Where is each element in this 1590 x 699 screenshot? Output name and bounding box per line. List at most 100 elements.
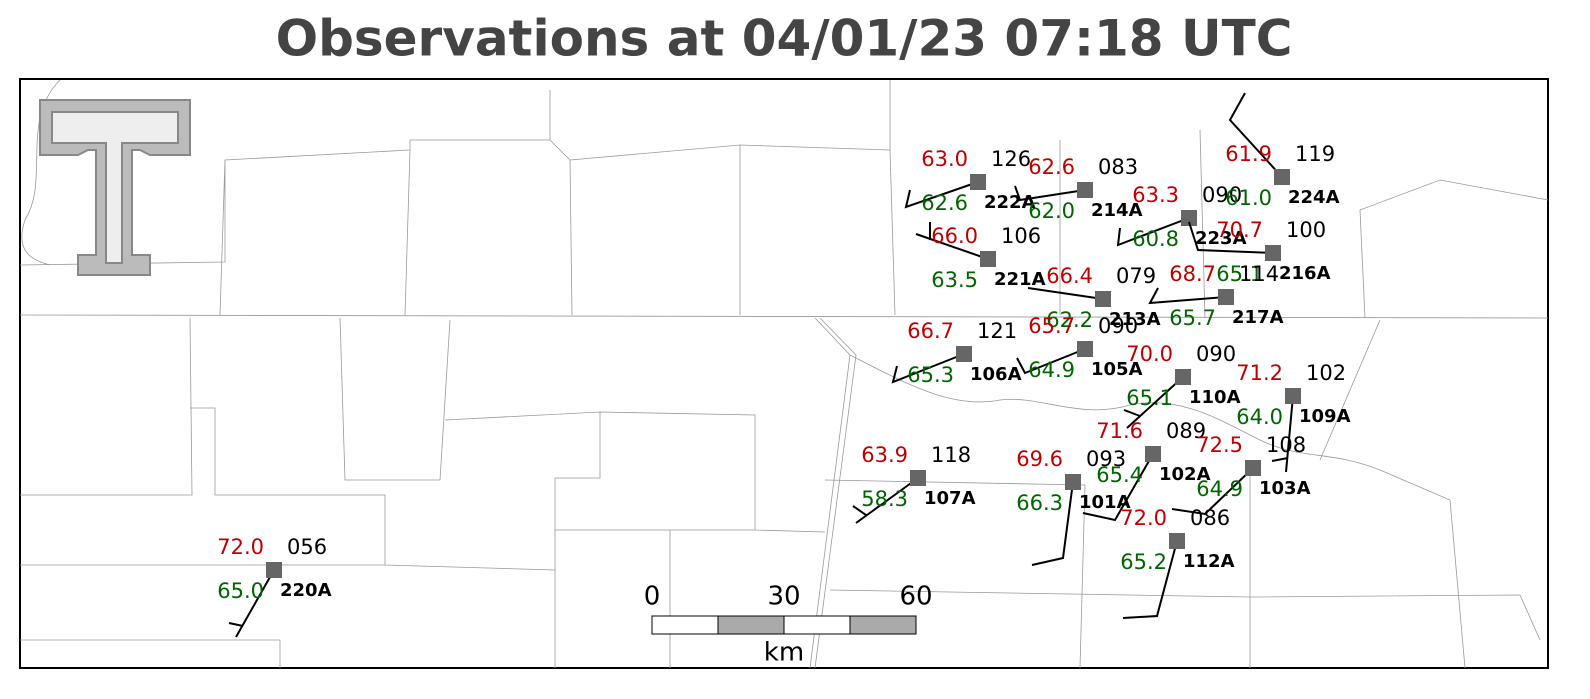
station-plot: 72.0 056 65.0 220A [217,535,332,638]
temperature: 66.4 [1046,264,1093,288]
scale-bar: 0 30 60 km [644,582,933,668]
scale-segment [849,615,917,635]
station-marker [1095,291,1111,307]
scale-label: 30 [767,582,800,612]
wind-barb [1014,185,1086,202]
pressure: 100 [1286,218,1326,242]
county-lines [19,79,1549,669]
temperature: 72.0 [217,535,264,559]
dewpoint: 64.0 [1236,405,1283,429]
station-marker [1175,369,1191,385]
pressure: 093 [1086,447,1126,471]
temperature: 62.6 [1028,155,1075,179]
station-plot: 71.6 089 65.4 102A [1082,419,1211,522]
title: Observations at 04/01/23 07:18 UTC [276,10,1293,68]
temperature: 68.7 [1169,262,1216,286]
dewpoint: 60.8 [1132,227,1179,251]
logo [39,99,191,276]
scale-segment [717,615,785,635]
station-marker [1181,210,1197,226]
temperature: 66.7 [907,319,954,343]
station-plot: 72.5 108 64.9 103A [1171,433,1311,516]
wind-barb [1122,540,1178,619]
station-plot: 63.9 118 58.3 107A [852,443,976,524]
station-id: 221A [994,269,1046,290]
pressure: 118 [931,443,971,467]
station-id: 110A [1189,387,1241,408]
pressure: 119 [1295,142,1335,166]
station-id: 103A [1259,478,1311,499]
station-marker [1065,474,1081,490]
dewpoint: 65.4 [1096,463,1143,487]
scale-label: 0 [644,582,661,612]
dewpoint: 64.9 [1028,358,1075,382]
wind-barb [1171,467,1254,516]
station-id: 216A [1279,263,1331,284]
station-id: 102A [1159,464,1211,485]
wind-barb [1016,348,1086,375]
pressure: 126 [991,147,1031,171]
pressure: 102 [1306,361,1346,385]
station-plot: 70.0 090 65.1 110A [1123,342,1241,429]
temperature: 71.2 [1236,361,1283,385]
dewpoint: 63.5 [931,268,978,292]
pressure: 056 [287,535,327,559]
dewpoint: 64.9 [1196,477,1243,501]
station-id: 112A [1183,551,1235,572]
wind-barb [852,477,919,524]
pressure: 090 [1098,314,1138,338]
dewpoint: 62.0 [1028,199,1075,223]
dewpoint: 65.1 [1216,262,1263,286]
station-id: 222A [984,192,1036,213]
wind-barb [1031,481,1074,566]
dewpoint: 58.3 [861,487,908,511]
pressure: 108 [1266,433,1306,457]
station-plot: 66.4 079 62.2 213A [1027,264,1161,332]
wind-barb [915,222,989,260]
dewpoint: 61.0 [1225,186,1272,210]
wind-barb [1027,287,1104,300]
pressure: 114 [1239,262,1279,286]
dewpoint: 65.7 [1169,306,1216,330]
station-marker [1145,446,1161,462]
wind-barb [1188,221,1274,254]
station-id: 106A [970,364,1022,385]
pressure: 086 [1190,506,1230,530]
dewpoint: 65.0 [217,579,264,603]
station-plot: 72.0 086 65.2 112A [1120,506,1235,619]
wind-barb [228,569,275,638]
dewpoint: 62.6 [921,191,968,215]
temperature: 63.9 [861,443,908,467]
station-id: 105A [1091,359,1143,380]
temperature: 63.0 [921,147,968,171]
station-marker [980,251,996,267]
station-marker [1285,388,1301,404]
scale-segment [783,615,851,635]
wind-barb [1148,287,1227,305]
station-id: 214A [1091,200,1143,221]
pressure: 121 [977,319,1017,343]
station-marker [266,562,282,578]
pressure: 106 [1001,224,1041,248]
scale-label: 60 [899,582,932,612]
station-plot: 65.7 090 64.9 105A [1016,314,1143,382]
pressure: 079 [1116,264,1156,288]
wind-barb [1082,453,1154,522]
station-marker [970,174,986,190]
temperature: 70.0 [1126,342,1173,366]
dewpoint: 62.2 [1046,308,1093,332]
wind-barb [1228,92,1283,178]
station-plot: 63.3 090 60.8 223A [1116,183,1247,251]
dewpoint: 66.3 [1016,491,1063,515]
station-plot: 63.0 126 62.6 222A [904,147,1036,215]
temperature: 63.3 [1132,183,1179,207]
station-plot: 66.7 121 65.3 106A [891,319,1022,387]
station-id: 109A [1299,406,1351,427]
station-id: 101A [1079,492,1131,513]
station-marker [956,346,972,362]
temperature: 71.6 [1096,419,1143,443]
station-plot: 62.6 083 62.0 214A [1014,155,1143,223]
temperature: 66.0 [931,224,978,248]
pressure: 083 [1098,155,1138,179]
station-id: 224A [1288,187,1340,208]
